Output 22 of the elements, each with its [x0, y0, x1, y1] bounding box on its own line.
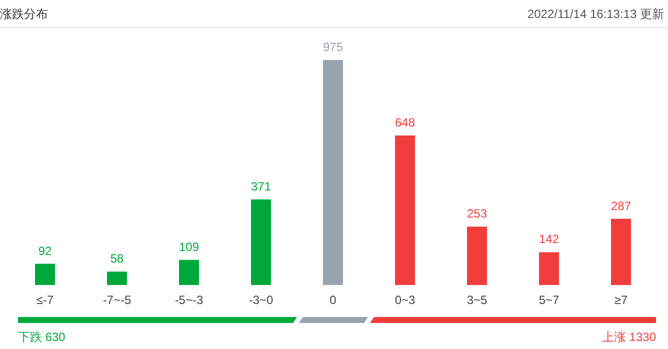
data-label: 142: [538, 232, 560, 246]
x-tick-label: -5~-3: [174, 293, 204, 307]
x-tick-label: -7~-5: [102, 293, 132, 307]
text: 2022/11/14 16:13:13 更新: [527, 7, 664, 21]
data-label: 58: [110, 252, 124, 266]
data-label: 287: [610, 198, 632, 213]
x-tick-label: -3~0: [248, 293, 274, 307]
x-tick-label: 0: [330, 293, 337, 307]
data-label: 109: [178, 240, 200, 254]
data-label: 648: [394, 115, 416, 130]
data-label: 371: [250, 179, 272, 194]
x-tick-label: ≥7: [614, 293, 628, 307]
x-tick-label: ≤-7: [36, 293, 54, 307]
data-label: 975: [322, 40, 344, 54]
data-label: 253: [466, 206, 488, 221]
text: 上涨 1330: [602, 330, 656, 344]
title: 涨跌分布: [0, 7, 48, 21]
x-tick-label: 3~5: [466, 293, 488, 307]
data-label: 92: [38, 244, 52, 258]
x-tick-label: 0~3: [394, 293, 416, 307]
x-tick-label: 5~7: [538, 293, 560, 307]
text: 下跌 630: [18, 330, 66, 344]
